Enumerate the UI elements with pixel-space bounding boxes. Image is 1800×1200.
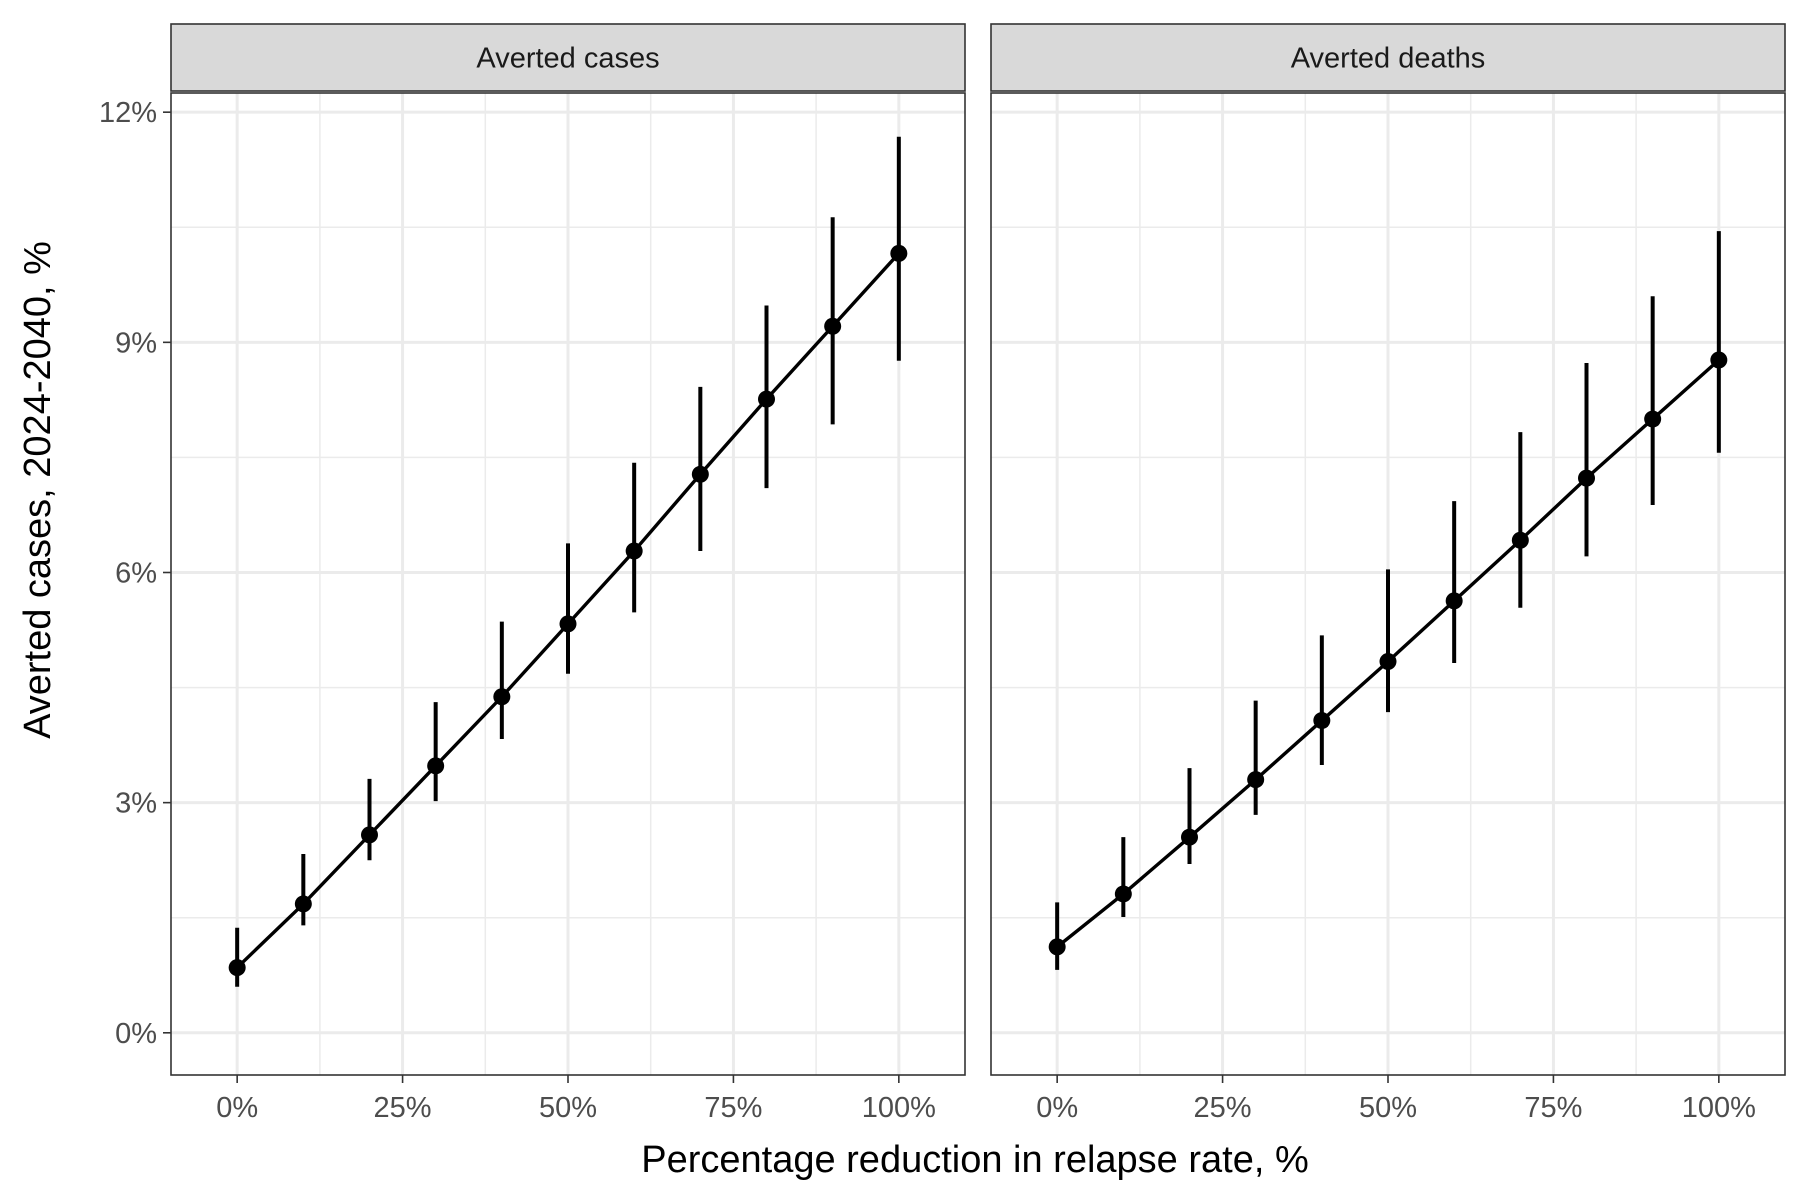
data-point <box>1379 652 1397 670</box>
facet-panel-1: Averted cases 0% 25% 50% 75% 100% 0% 3% 6% 9% 12% <box>99 23 966 1124</box>
data-point <box>758 390 775 408</box>
data-point <box>1313 712 1331 730</box>
x-tick-label: 50% <box>539 1092 597 1124</box>
y-axis-title: Averted cases, 2024-2040, % <box>17 241 59 739</box>
data-point <box>1048 938 1066 956</box>
data-point <box>228 959 246 977</box>
data-point <box>1578 469 1595 487</box>
data-point <box>1114 885 1132 903</box>
data-point <box>1247 771 1265 789</box>
x-tick-label: 0% <box>1036 1092 1078 1124</box>
facet-strip <box>990 23 1786 92</box>
data-point <box>625 542 643 560</box>
x-tick-label: 100% <box>1682 1092 1756 1124</box>
x-tick-label: 0% <box>216 1092 258 1124</box>
facet-panel-2: Averted deaths 0% 25% 50% 75% 100% <box>990 23 1786 1124</box>
y-tick-label: 0% <box>115 1018 157 1050</box>
y-tick-label: 12% <box>99 97 157 129</box>
data-point <box>559 615 577 633</box>
data-point <box>1181 828 1198 846</box>
x-tick-label: 50% <box>1359 1092 1417 1124</box>
data-point <box>691 465 709 483</box>
data-point <box>824 317 842 335</box>
data-point <box>361 826 378 844</box>
x-tick-label: 25% <box>374 1092 432 1124</box>
facet-strip-title: Averted deaths <box>1291 43 1486 75</box>
data-point <box>1445 592 1463 610</box>
y-tick-label: 6% <box>115 557 157 589</box>
y-tick-label: 9% <box>115 327 157 359</box>
data-point <box>1710 351 1728 369</box>
x-tick-label: 100% <box>862 1092 936 1124</box>
y-tick-label: 3% <box>115 788 157 820</box>
x-axis-title: Percentage reduction in relapse rate, % <box>641 1139 1309 1181</box>
data-point <box>1511 531 1529 549</box>
data-point <box>1644 410 1662 428</box>
x-tick-label: 75% <box>704 1092 762 1124</box>
x-tick-label: 75% <box>1524 1092 1582 1124</box>
data-point <box>493 688 511 706</box>
data-point <box>890 244 908 262</box>
facet-strip <box>170 23 966 92</box>
data-point <box>294 895 312 913</box>
data-point <box>427 757 445 775</box>
facet-strip-title: Averted cases <box>476 43 659 75</box>
x-tick-label: 25% <box>1194 1092 1252 1124</box>
